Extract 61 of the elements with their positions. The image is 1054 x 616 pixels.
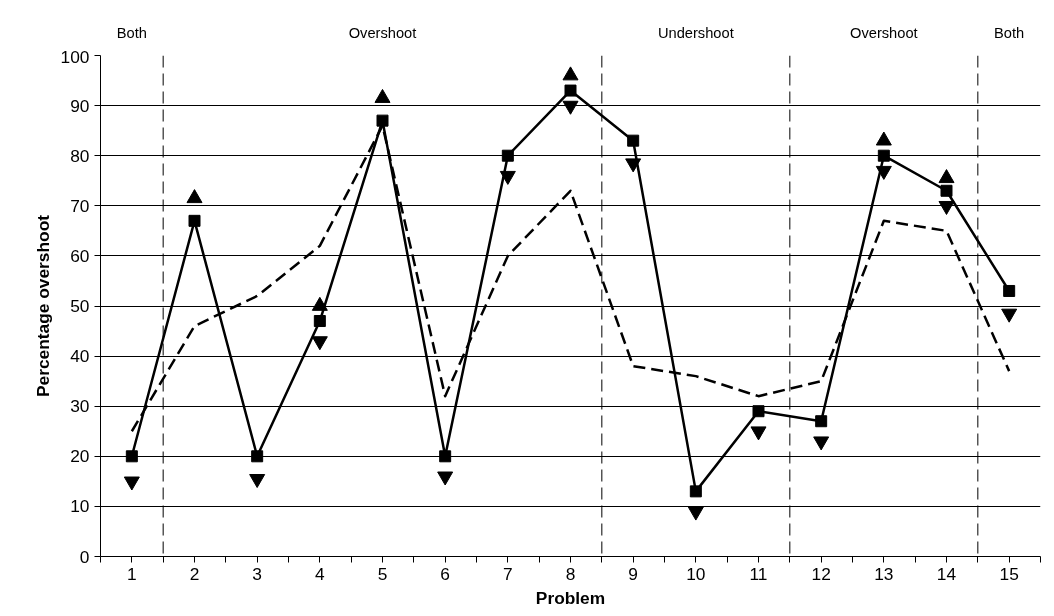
x-tick-label: 13	[874, 563, 894, 584]
text: Undershoot	[657, 24, 734, 41]
x-tick-label: 10	[686, 563, 706, 584]
x-tick-label: 9	[628, 563, 638, 584]
point	[815, 415, 828, 428]
x-tick-label: 6	[440, 563, 450, 584]
point	[940, 184, 953, 197]
point	[186, 189, 203, 204]
x-tick-label: 1	[127, 563, 137, 584]
x-tick-label: 8	[565, 563, 576, 584]
point	[313, 315, 326, 328]
point	[125, 450, 138, 463]
point	[687, 506, 704, 521]
text: Overshoot	[850, 24, 918, 41]
x-axis-title: Problem	[535, 587, 606, 608]
y-tick-label: 80	[70, 145, 90, 166]
point	[439, 450, 452, 463]
x-tick-label: 2	[189, 563, 200, 584]
point	[938, 169, 955, 184]
y-tick-label: 30	[70, 396, 90, 417]
x-tick-label: 14	[936, 563, 957, 584]
text: Both	[116, 24, 147, 41]
point	[877, 149, 890, 162]
y-tick-label: 100	[60, 46, 90, 67]
point	[376, 114, 389, 127]
point	[311, 336, 328, 351]
y-tick-label: 20	[70, 446, 90, 467]
x-tick-label: 12	[811, 563, 831, 584]
point	[813, 436, 830, 451]
x-tick-label: 3	[252, 563, 262, 584]
x-tick-label: 15	[999, 563, 1019, 584]
point	[123, 476, 140, 491]
x-tick-label: 4	[315, 563, 326, 584]
point	[249, 474, 266, 489]
point	[251, 450, 264, 463]
text: Both	[994, 24, 1025, 41]
point	[627, 134, 640, 147]
point	[437, 471, 454, 486]
y-tick-label: 60	[70, 245, 90, 266]
text: Overshoot	[348, 24, 417, 41]
point	[689, 485, 702, 498]
y-tick-label: 0	[79, 546, 90, 567]
x-tick-label: 11	[749, 563, 768, 584]
point	[1003, 284, 1016, 297]
y-tick-label: 10	[70, 496, 90, 517]
x-tick-label: 7	[503, 563, 513, 584]
point	[501, 149, 514, 162]
x-tick-label: 5	[377, 563, 388, 584]
y-tick-label: 40	[70, 346, 90, 367]
point	[562, 66, 579, 81]
y-tick-label: 90	[70, 95, 90, 116]
y-tick-label: 70	[70, 195, 90, 216]
point	[875, 131, 892, 146]
y-tick-label: 50	[70, 296, 90, 316]
point	[1001, 308, 1018, 323]
y-axis-title: Percentage overshoot	[32, 214, 53, 397]
point	[752, 405, 765, 418]
point	[750, 426, 767, 441]
point	[564, 84, 577, 97]
point	[188, 214, 201, 227]
point	[374, 88, 391, 103]
